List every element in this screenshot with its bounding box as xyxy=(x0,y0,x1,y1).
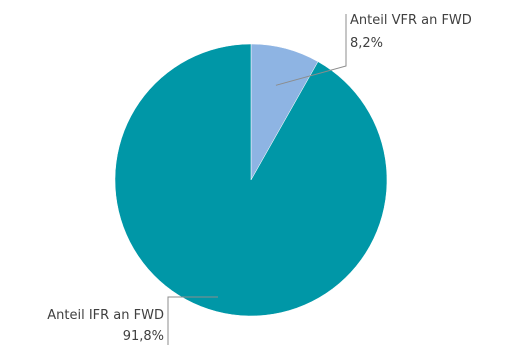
slice-label-ifr: Anteil IFR an FWD xyxy=(47,308,164,323)
leader-line-ifr xyxy=(167,296,218,345)
slice-value-ifr: 91,8% xyxy=(123,329,164,344)
pie-slice-ifr xyxy=(114,43,388,317)
leader-line-vfr xyxy=(275,14,347,86)
pie-slices xyxy=(114,43,388,317)
slice-value-vfr: 8,2% xyxy=(350,36,383,51)
slice-label-vfr: Anteil VFR an FWD xyxy=(350,13,472,28)
leader-lines xyxy=(167,14,347,345)
